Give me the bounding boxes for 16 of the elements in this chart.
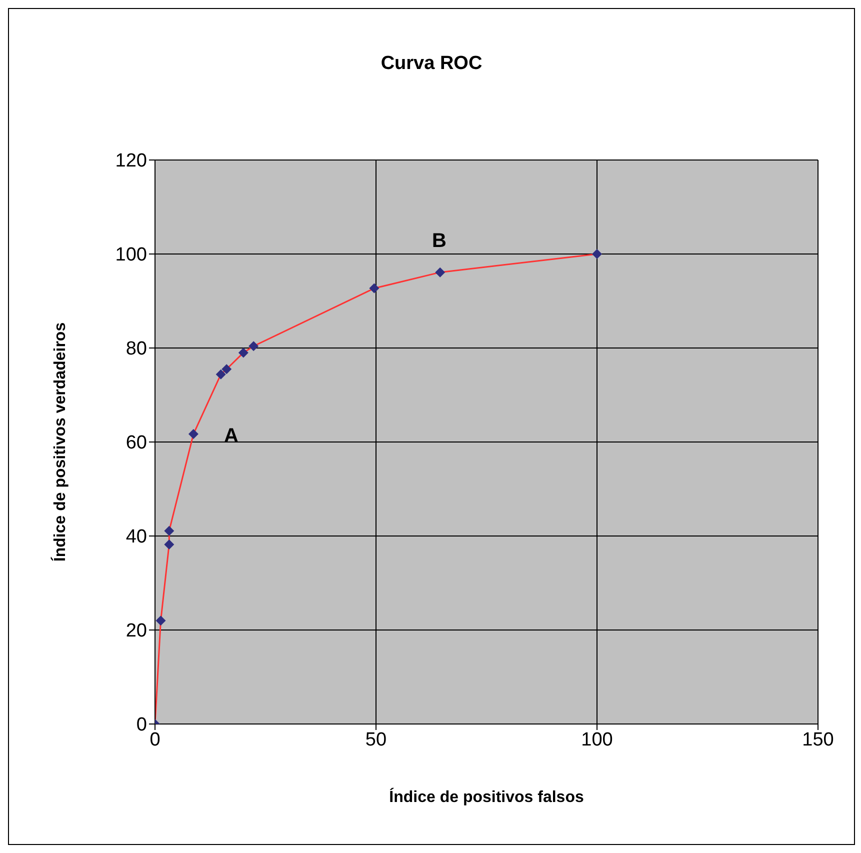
x-tick-label: 50 (365, 729, 387, 750)
y-tick-label: 100 (115, 244, 147, 266)
y-tick-label: 40 (126, 526, 147, 548)
y-tick-label: 60 (126, 432, 147, 454)
x-tick-label: 0 (150, 729, 160, 750)
annotation: A (224, 425, 238, 448)
x-tick-label: 100 (581, 729, 613, 750)
x-tick-label: 150 (802, 729, 834, 750)
y-tick-label: 0 (136, 714, 147, 736)
y-tick-label: 120 (115, 150, 147, 172)
y-axis-title: Índice de positivos verdadeiros (52, 322, 70, 562)
y-tick-label: 20 (126, 620, 147, 642)
x-axis-title: Índice de positivos falsos (388, 789, 585, 807)
annotation: B (432, 230, 446, 253)
chart-title: Curva ROC (380, 53, 484, 75)
y-tick-label: 80 (126, 338, 147, 360)
